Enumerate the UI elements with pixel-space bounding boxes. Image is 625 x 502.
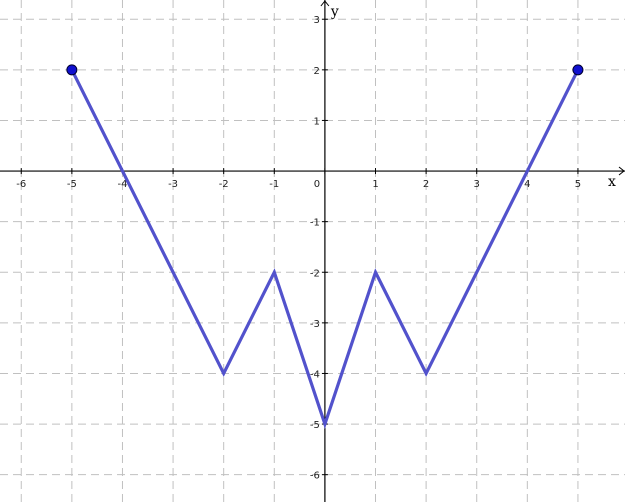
y-tick-label: -3 — [310, 319, 320, 330]
y-tick-label: -5 — [310, 420, 320, 431]
x-tick-label: 1 — [372, 179, 378, 190]
x-tick-label: -5 — [67, 179, 77, 190]
x-tick-label: 3 — [474, 179, 480, 190]
y-tick-label: -2 — [310, 268, 320, 279]
y-axis-label: y — [330, 4, 339, 20]
x-tick-label: -4 — [117, 179, 127, 190]
y-tick-label: 1 — [314, 116, 320, 127]
y-axis-arrow-icon — [320, 0, 330, 7]
function-line — [70, 69, 580, 430]
endpoint-marker — [572, 64, 584, 76]
y-tick-label: 2 — [314, 66, 320, 77]
x-tick-label: -6 — [16, 179, 26, 190]
x-tick-label: 5 — [575, 179, 581, 190]
x-tick-label: -3 — [168, 179, 178, 190]
y-tick-label: 3 — [314, 15, 320, 26]
x-tick-label: -1 — [269, 179, 279, 190]
y-tick-label: -6 — [310, 471, 320, 482]
x-tick-label: 4 — [524, 179, 530, 190]
x-axis-label: x — [608, 174, 616, 190]
y-tick-label: -4 — [310, 369, 320, 380]
x-tick-label: -2 — [219, 179, 229, 190]
endpoint-marker — [66, 64, 78, 76]
x-tick-label: 0 — [314, 179, 320, 190]
x-tick-label: 2 — [423, 179, 429, 190]
x-axis-arrow-icon — [618, 166, 625, 176]
y-tick-label: -1 — [310, 218, 320, 229]
